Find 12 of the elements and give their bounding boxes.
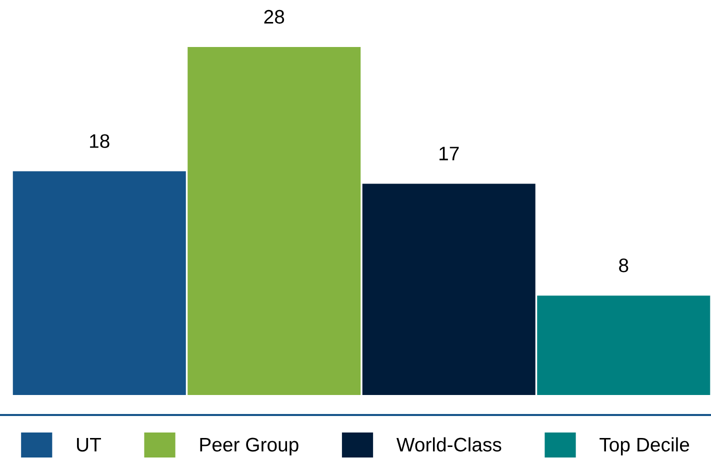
legend-label: World-Class <box>396 437 502 452</box>
bar <box>537 296 710 395</box>
legend-label: Top Decile <box>600 437 690 456</box>
data-label: 17 <box>440 146 459 160</box>
data-label: 8 <box>619 258 628 272</box>
data-label: 18 <box>90 134 110 148</box>
bar <box>12 171 186 395</box>
bar <box>188 46 361 395</box>
legend-label: Peer Group <box>200 438 298 456</box>
bar <box>362 184 536 395</box>
legend-label: UT <box>77 438 101 452</box>
data-label: 28 <box>264 10 284 24</box>
